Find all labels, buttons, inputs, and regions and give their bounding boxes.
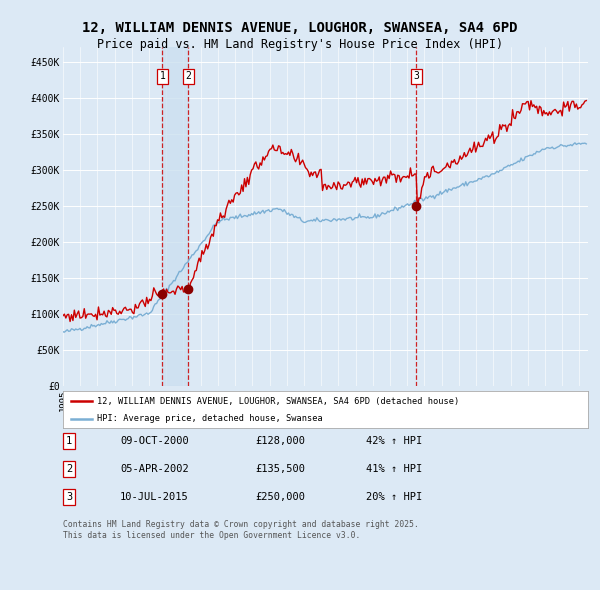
Text: £128,000: £128,000 bbox=[255, 437, 305, 446]
Text: 2: 2 bbox=[185, 71, 191, 81]
Text: 42% ↑ HPI: 42% ↑ HPI bbox=[366, 437, 422, 446]
Text: £135,500: £135,500 bbox=[255, 464, 305, 474]
Text: HPI: Average price, detached house, Swansea: HPI: Average price, detached house, Swan… bbox=[97, 414, 323, 423]
Text: 20% ↑ HPI: 20% ↑ HPI bbox=[366, 492, 422, 502]
Text: 3: 3 bbox=[413, 71, 419, 81]
Text: 3: 3 bbox=[66, 492, 72, 502]
Text: 09-OCT-2000: 09-OCT-2000 bbox=[120, 437, 189, 446]
Text: 12, WILLIAM DENNIS AVENUE, LOUGHOR, SWANSEA, SA4 6PD (detached house): 12, WILLIAM DENNIS AVENUE, LOUGHOR, SWAN… bbox=[97, 397, 460, 406]
Text: 1: 1 bbox=[160, 71, 165, 81]
Text: £250,000: £250,000 bbox=[255, 492, 305, 502]
Text: 05-APR-2002: 05-APR-2002 bbox=[120, 464, 189, 474]
Text: 41% ↑ HPI: 41% ↑ HPI bbox=[366, 464, 422, 474]
Text: 2: 2 bbox=[66, 464, 72, 474]
Text: 12, WILLIAM DENNIS AVENUE, LOUGHOR, SWANSEA, SA4 6PD: 12, WILLIAM DENNIS AVENUE, LOUGHOR, SWAN… bbox=[82, 21, 518, 35]
Text: 10-JUL-2015: 10-JUL-2015 bbox=[120, 492, 189, 502]
Text: Contains HM Land Registry data © Crown copyright and database right 2025.
This d: Contains HM Land Registry data © Crown c… bbox=[63, 520, 419, 540]
Text: Price paid vs. HM Land Registry's House Price Index (HPI): Price paid vs. HM Land Registry's House … bbox=[97, 38, 503, 51]
Bar bbox=[163, 47, 188, 386]
Text: 1: 1 bbox=[66, 437, 72, 446]
